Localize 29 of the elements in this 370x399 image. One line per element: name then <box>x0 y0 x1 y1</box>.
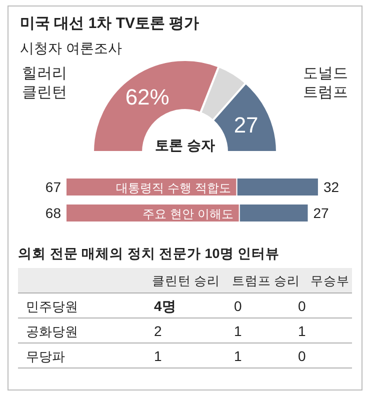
chart-title: 미국 대선 1차 TV토론 평가 <box>20 15 200 32</box>
text: 토론 승자 <box>155 137 215 153</box>
slice-label: 도널드 트럼프 <box>303 65 348 101</box>
y-tick-label: 민주당원 <box>26 299 78 314</box>
data-label: 1 <box>298 323 306 339</box>
data-label: 1 <box>234 323 242 339</box>
y-tick-label: 무당파 <box>26 349 65 364</box>
data-label: 2 <box>154 323 162 339</box>
data-label: 0 <box>298 298 306 314</box>
data-label: 4명 <box>154 298 176 314</box>
y-tick-label: 공화당원 <box>26 324 78 339</box>
data-label: 62% <box>125 84 170 110</box>
data-label: 68 <box>45 205 62 221</box>
data-label: 32 <box>323 179 340 195</box>
data-label: 67 <box>45 179 62 195</box>
chart-subtitle: 시청자 여론조사 <box>20 40 122 56</box>
data-label: 1 <box>234 348 242 364</box>
slice-label: 힐러리 클린턴 <box>22 65 67 101</box>
data-label: 0 <box>298 348 306 364</box>
data-label: 27 <box>234 112 258 138</box>
x-tick-label: 트럼프 승리 <box>232 274 300 288</box>
data-label: 1 <box>154 348 162 364</box>
data-label: 0 <box>234 298 242 314</box>
data-label: 27 <box>313 205 330 221</box>
x-tick-label: 클린턴 승리 <box>152 274 220 288</box>
chart-title: 의회 전문 매체의 정치 전문가 10명 인터뷰 <box>18 246 280 261</box>
x-tick-label: 무승부 <box>310 274 350 288</box>
y-tick-label: 주요 현안 이해도 <box>142 207 234 221</box>
y-tick-label: 대통령직 수행 적합도 <box>116 181 231 195</box>
